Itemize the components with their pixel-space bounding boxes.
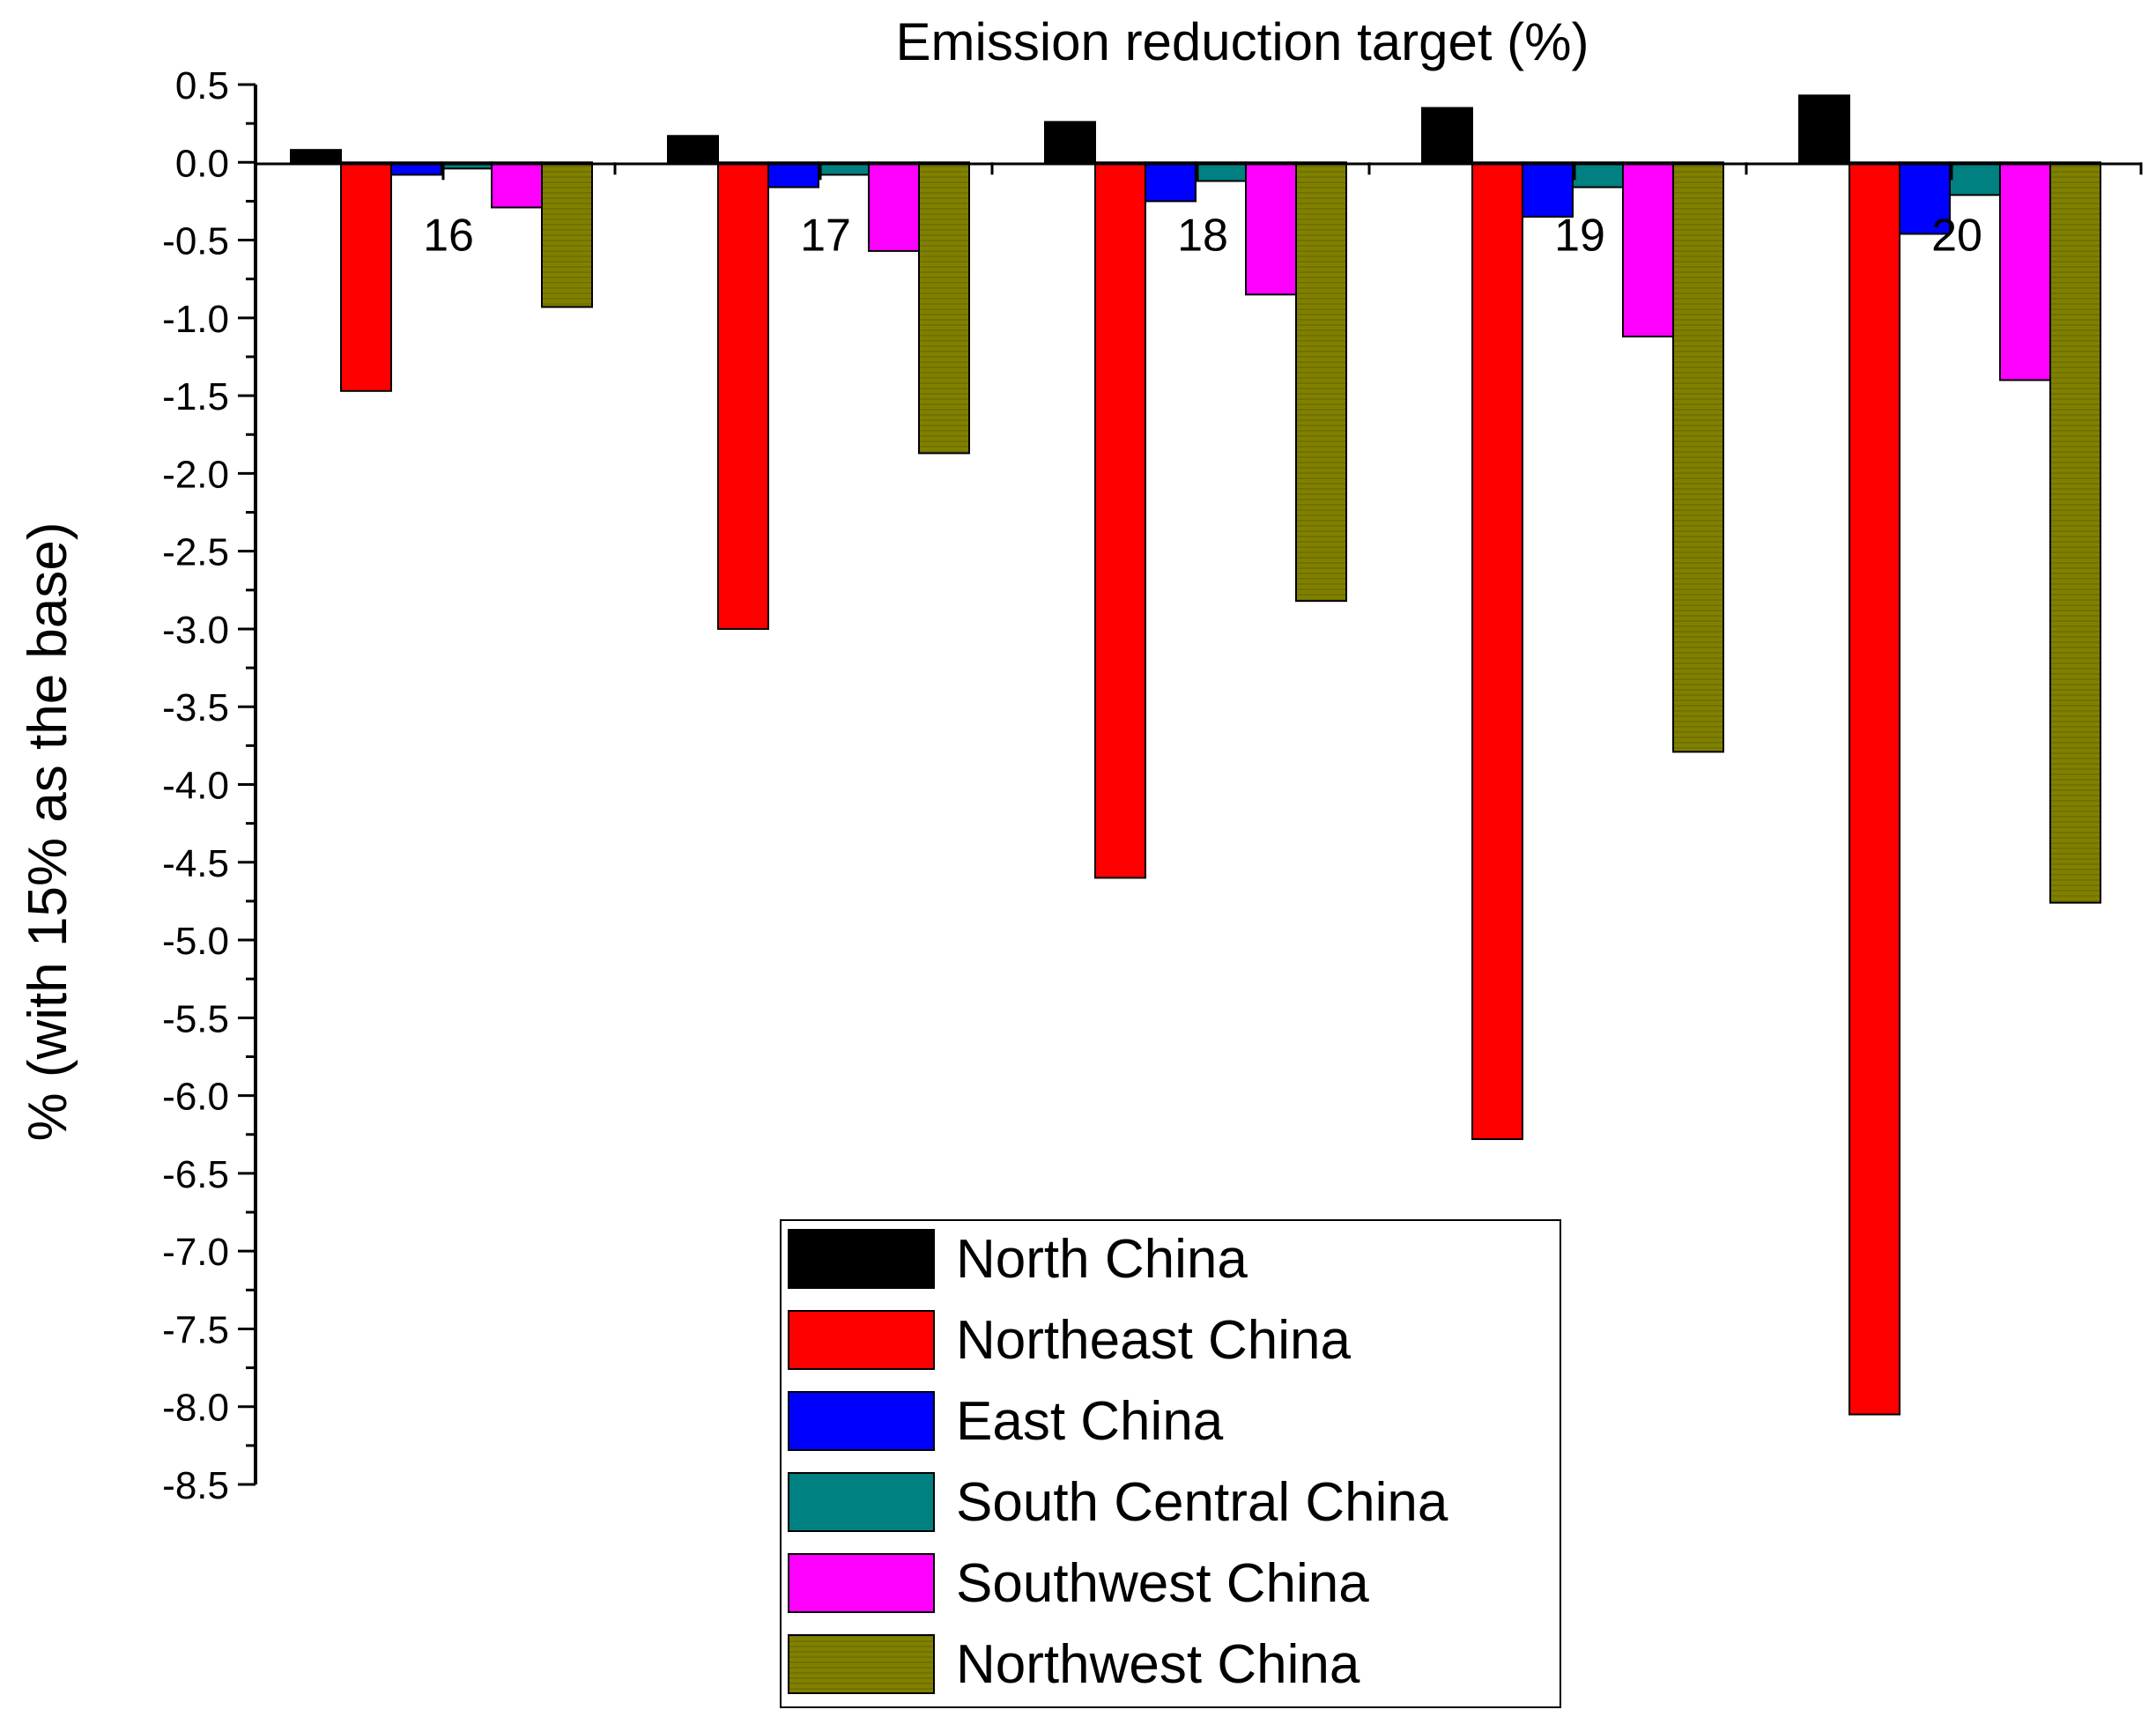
bar-northwest-china-17: [918, 161, 970, 455]
bar-east-china-20: [1899, 161, 1951, 235]
bar-northeast-china-16: [340, 161, 392, 392]
bar-southwest-china-20: [1999, 161, 2051, 381]
bar-southwest-china-16: [491, 161, 543, 209]
y-tick-label: -2.0: [162, 453, 229, 496]
x-category-label-17: 17: [800, 210, 851, 261]
bar-northeast-china-20: [1849, 161, 1900, 1416]
y-tick-label: -7.0: [162, 1231, 229, 1274]
bar-northwest-china-16: [541, 161, 593, 308]
y-tick-label: -8.5: [162, 1464, 229, 1507]
bar-northwest-china-19: [1672, 161, 1724, 753]
legend-swatch-southwest-china: [788, 1553, 935, 1613]
legend-label-northeast-china: Northeast China: [956, 1310, 1352, 1371]
y-tick-label: -7.5: [162, 1308, 229, 1351]
y-tick-label: -2.5: [162, 531, 229, 574]
legend-label-southwest-china: Southwest China: [956, 1553, 1369, 1614]
y-tick-label: 0.0: [175, 142, 229, 185]
bar-northwest-china-18: [1295, 161, 1347, 603]
y-tick-label: -0.5: [162, 220, 229, 263]
legend-swatch-northwest-china: [788, 1634, 935, 1694]
legend-label-northwest-china: Northwest China: [956, 1634, 1360, 1695]
y-tick-label: -4.0: [162, 765, 229, 808]
bar-northwest-china-20: [2049, 161, 2101, 904]
y-tick-label: -6.5: [162, 1153, 229, 1196]
bars: [290, 94, 2101, 1416]
bar-north-china-17: [667, 135, 719, 164]
legend-label-north-china: North China: [956, 1229, 1248, 1290]
legend-swatch-northeast-china: [788, 1310, 935, 1370]
legend-label-south-central-china: South Central China: [956, 1472, 1448, 1533]
legend-box: [780, 1219, 1561, 1708]
y-tick-label: 0.5: [175, 64, 229, 107]
x-category-label-18: 18: [1177, 210, 1228, 261]
bar-south-central-china-20: [1949, 161, 2001, 196]
legend-swatch-south-central-china: [788, 1472, 935, 1532]
y-axis-label: % (with 15% as the base): [18, 522, 78, 1141]
y-axis-ticks: 0.5 0.0 -0.5 -1.0 -1.5 -2.0 -2.5 -3.0 -3.5 -4.0 -4…: [162, 64, 256, 1507]
y-tick-label: -5.5: [162, 997, 229, 1040]
y-tick-label: -1.5: [162, 375, 229, 418]
bar-south-central-china-19: [1572, 161, 1624, 189]
y-tick-label: -4.5: [162, 842, 229, 885]
bar-southwest-china-18: [1245, 161, 1297, 296]
legend-swatch-north-china: [788, 1229, 935, 1289]
legend-label-east-china: East China: [956, 1391, 1224, 1452]
x-category-label-19: 19: [1554, 210, 1605, 261]
bar-north-china-19: [1421, 107, 1473, 164]
bar-north-china-16: [290, 149, 342, 164]
bar-northeast-china-18: [1094, 161, 1146, 879]
y-tick-label: -8.0: [162, 1387, 229, 1430]
y-tick-label: -3.0: [162, 609, 229, 652]
bar-east-china-17: [767, 161, 819, 189]
x-category-label-16: 16: [423, 210, 474, 261]
bar-east-china-18: [1145, 161, 1197, 203]
bar-northeast-china-19: [1471, 161, 1523, 1141]
x-axis-categories: 16 17 18 19 20: [423, 162, 2143, 261]
bar-east-china-19: [1522, 161, 1574, 218]
y-tick-label: -3.5: [162, 686, 229, 729]
legend: North China Northeast China East China Sout…: [780, 1219, 1561, 1708]
chart-title: Emission reduction target (%): [896, 12, 1589, 71]
bar-north-china-20: [1798, 94, 1850, 164]
bar-southwest-china-17: [868, 161, 920, 252]
bar-northeast-china-17: [717, 161, 769, 630]
bar-north-china-18: [1044, 121, 1096, 164]
bar-southwest-china-19: [1622, 161, 1674, 338]
y-tick-label: -6.0: [162, 1076, 229, 1119]
x-category-label-20: 20: [1931, 210, 1982, 261]
y-tick-label: -1.0: [162, 298, 229, 341]
legend-swatch-east-china: [788, 1391, 935, 1451]
y-tick-label: -5.0: [162, 920, 229, 963]
